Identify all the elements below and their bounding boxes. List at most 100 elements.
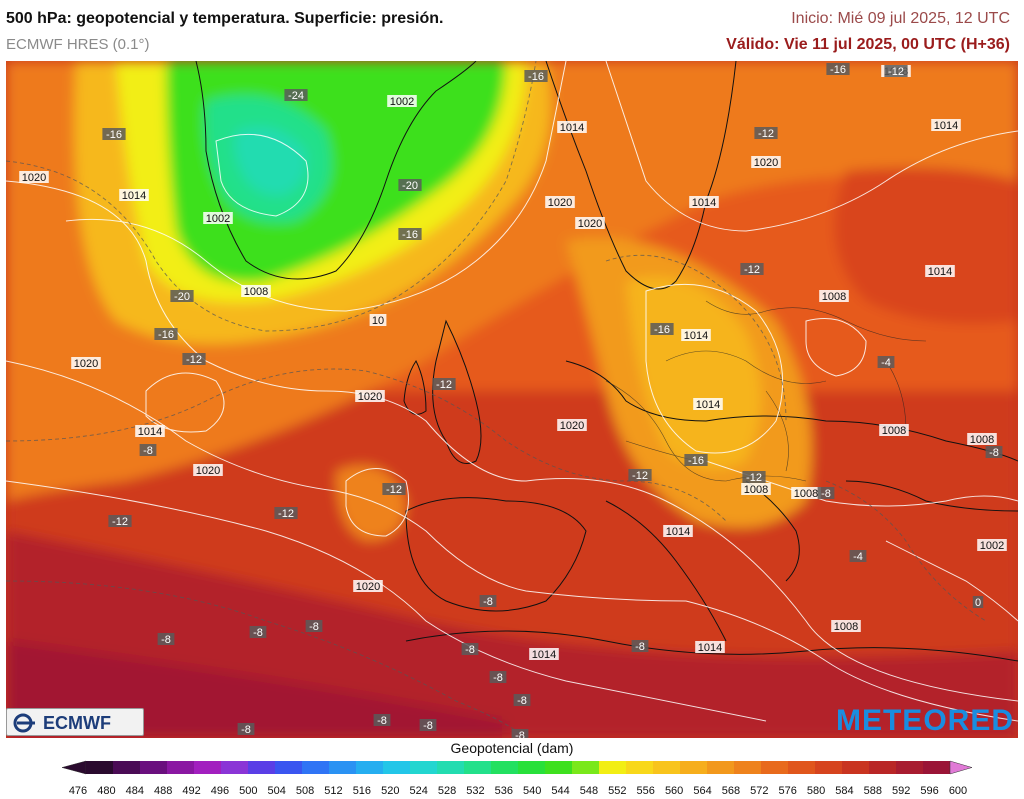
temperature-label-text: -12 <box>744 264 760 276</box>
temperature-label-box <box>985 446 1003 458</box>
pressure-label-box <box>355 390 385 402</box>
pressure-label-box <box>663 525 693 537</box>
pressure-label-box <box>353 580 383 592</box>
pressure-label: 1014 <box>681 329 711 342</box>
pressure-label-text: 1008 <box>882 425 906 437</box>
temperature-label-box <box>826 63 850 75</box>
temperature-label-text: -8 <box>241 724 251 736</box>
temperature-label-text: -8 <box>253 627 263 639</box>
pressure-label: 10 <box>369 314 387 327</box>
colorbar-tick-label: 560 <box>665 785 683 797</box>
colorbar-tick-label: 588 <box>864 785 882 797</box>
pressure-label-text: 1014 <box>934 120 958 132</box>
colorbar-segment <box>86 761 114 774</box>
colorbar-tick-label: 524 <box>409 785 427 797</box>
temperature-label-box <box>398 179 422 191</box>
colorbar-segment <box>680 761 708 774</box>
pressure-label-text: 1020 <box>74 358 98 370</box>
isotherms <box>6 61 987 738</box>
temperature-label: -16 <box>154 328 178 341</box>
map-canvas: 1020 1014 1002 1008 1002 1014 1008 1020 1020 1014… <box>6 61 1018 738</box>
colorbar-segment <box>302 761 330 774</box>
temperature-label: -12 <box>742 471 766 484</box>
temperature-label-text: -16 <box>528 71 544 83</box>
pressure-label: 1020 <box>557 419 587 432</box>
temperature-label: -8 <box>249 626 267 639</box>
temperature-label: -12 <box>274 507 298 520</box>
pressure-label-text: 1020 <box>22 172 46 184</box>
temperature-label: 0 <box>972 596 984 609</box>
colorbar-segment <box>491 761 519 774</box>
pressure-label-text: 1002 <box>206 213 230 225</box>
temperature-label-text: -8 <box>635 641 645 653</box>
temperature-label-box <box>373 714 391 726</box>
temperature-label-box <box>628 469 652 481</box>
pressure-label: 1014 <box>529 648 559 661</box>
colorbar-tick-label: 548 <box>580 785 598 797</box>
colorbar-segment <box>410 761 438 774</box>
colorbar-tick-label: 496 <box>211 785 229 797</box>
colorbar-tick-label: 520 <box>381 785 399 797</box>
colorbar-segment <box>383 761 411 774</box>
map-title: 500 hPa: geopotencial y temperatura. Sup… <box>6 10 444 27</box>
temperature-label: -8 <box>817 487 835 500</box>
temperature-label-text: -8 <box>515 730 525 738</box>
temperature-label: -20 <box>170 290 194 303</box>
pressure-label: 1002 <box>387 95 417 108</box>
pressure-label: 1014 <box>689 196 719 209</box>
temperature-label-box <box>182 353 206 365</box>
temperature-label-box <box>305 620 323 632</box>
colorbar-segment <box>194 761 222 774</box>
colorbar-arrow-high <box>949 760 973 775</box>
weather-map[interactable]: 1020 1014 1002 1008 1002 1014 1008 1020 1020 1014… <box>6 61 1018 738</box>
pressure-label-text: 1014 <box>698 642 722 654</box>
pressure-label-text: 1008 <box>970 434 994 446</box>
temperature-label-box <box>650 323 674 335</box>
colorbar-segment <box>140 761 168 774</box>
temperature-label-box <box>102 128 126 140</box>
temperature-label-box <box>237 723 255 735</box>
temperature-label-box <box>877 356 895 368</box>
temperature-label-box <box>742 471 766 483</box>
colorbar-tick-label: 572 <box>750 785 768 797</box>
temperature-label-box <box>274 507 298 519</box>
temperature-label-text: -16 <box>688 455 704 467</box>
pressure-label-box <box>925 265 955 277</box>
pressure-label-text: 1020 <box>560 420 584 432</box>
temperature-label: -8 <box>157 633 175 646</box>
temperature-label-text: -12 <box>278 508 294 520</box>
temperature-label-box <box>740 263 764 275</box>
temperature-label: -8 <box>479 595 497 608</box>
temperature-label-text: -8 <box>465 644 475 656</box>
temperature-label-box <box>284 89 308 101</box>
pressure-label-box <box>529 648 559 660</box>
pressure-label: 1008 <box>967 433 997 446</box>
pressure-label: 1014 <box>135 425 165 438</box>
temperature-label: -12 <box>628 469 652 482</box>
pressure-label-box <box>791 487 821 499</box>
temperature-label-text: -8 <box>989 447 999 459</box>
temperature-label: -8 <box>373 714 391 727</box>
temperature-label-text: -12 <box>436 379 452 391</box>
colorbar-segment <box>842 761 870 774</box>
temperature-label: -8 <box>511 729 529 738</box>
colorbar-segment <box>518 761 546 774</box>
pressure-label: 1020 <box>353 580 383 593</box>
pressure-label: 1014 <box>119 189 149 202</box>
temperature-label-box <box>817 487 835 499</box>
colorbar-tick-label: 544 <box>551 785 569 797</box>
pressure-label-text: 1020 <box>196 465 220 477</box>
pressure-label-text: 1008 <box>822 291 846 303</box>
temperature-label-text: -8 <box>161 634 171 646</box>
pressure-label: 1008 <box>879 424 909 437</box>
pressure-label-box <box>819 290 849 302</box>
colorbar-segment <box>221 761 249 774</box>
temperature-label-text: -12 <box>186 354 202 366</box>
temperature-label: -8 <box>985 446 1003 459</box>
pressure-label-text: 1008 <box>834 621 858 633</box>
temperature-label-box <box>754 127 778 139</box>
pressure-label-box <box>19 171 49 183</box>
pressure-label: 1008 <box>241 285 271 298</box>
colorbar-tick-label: 528 <box>438 785 456 797</box>
temperature-label-box <box>479 595 497 607</box>
